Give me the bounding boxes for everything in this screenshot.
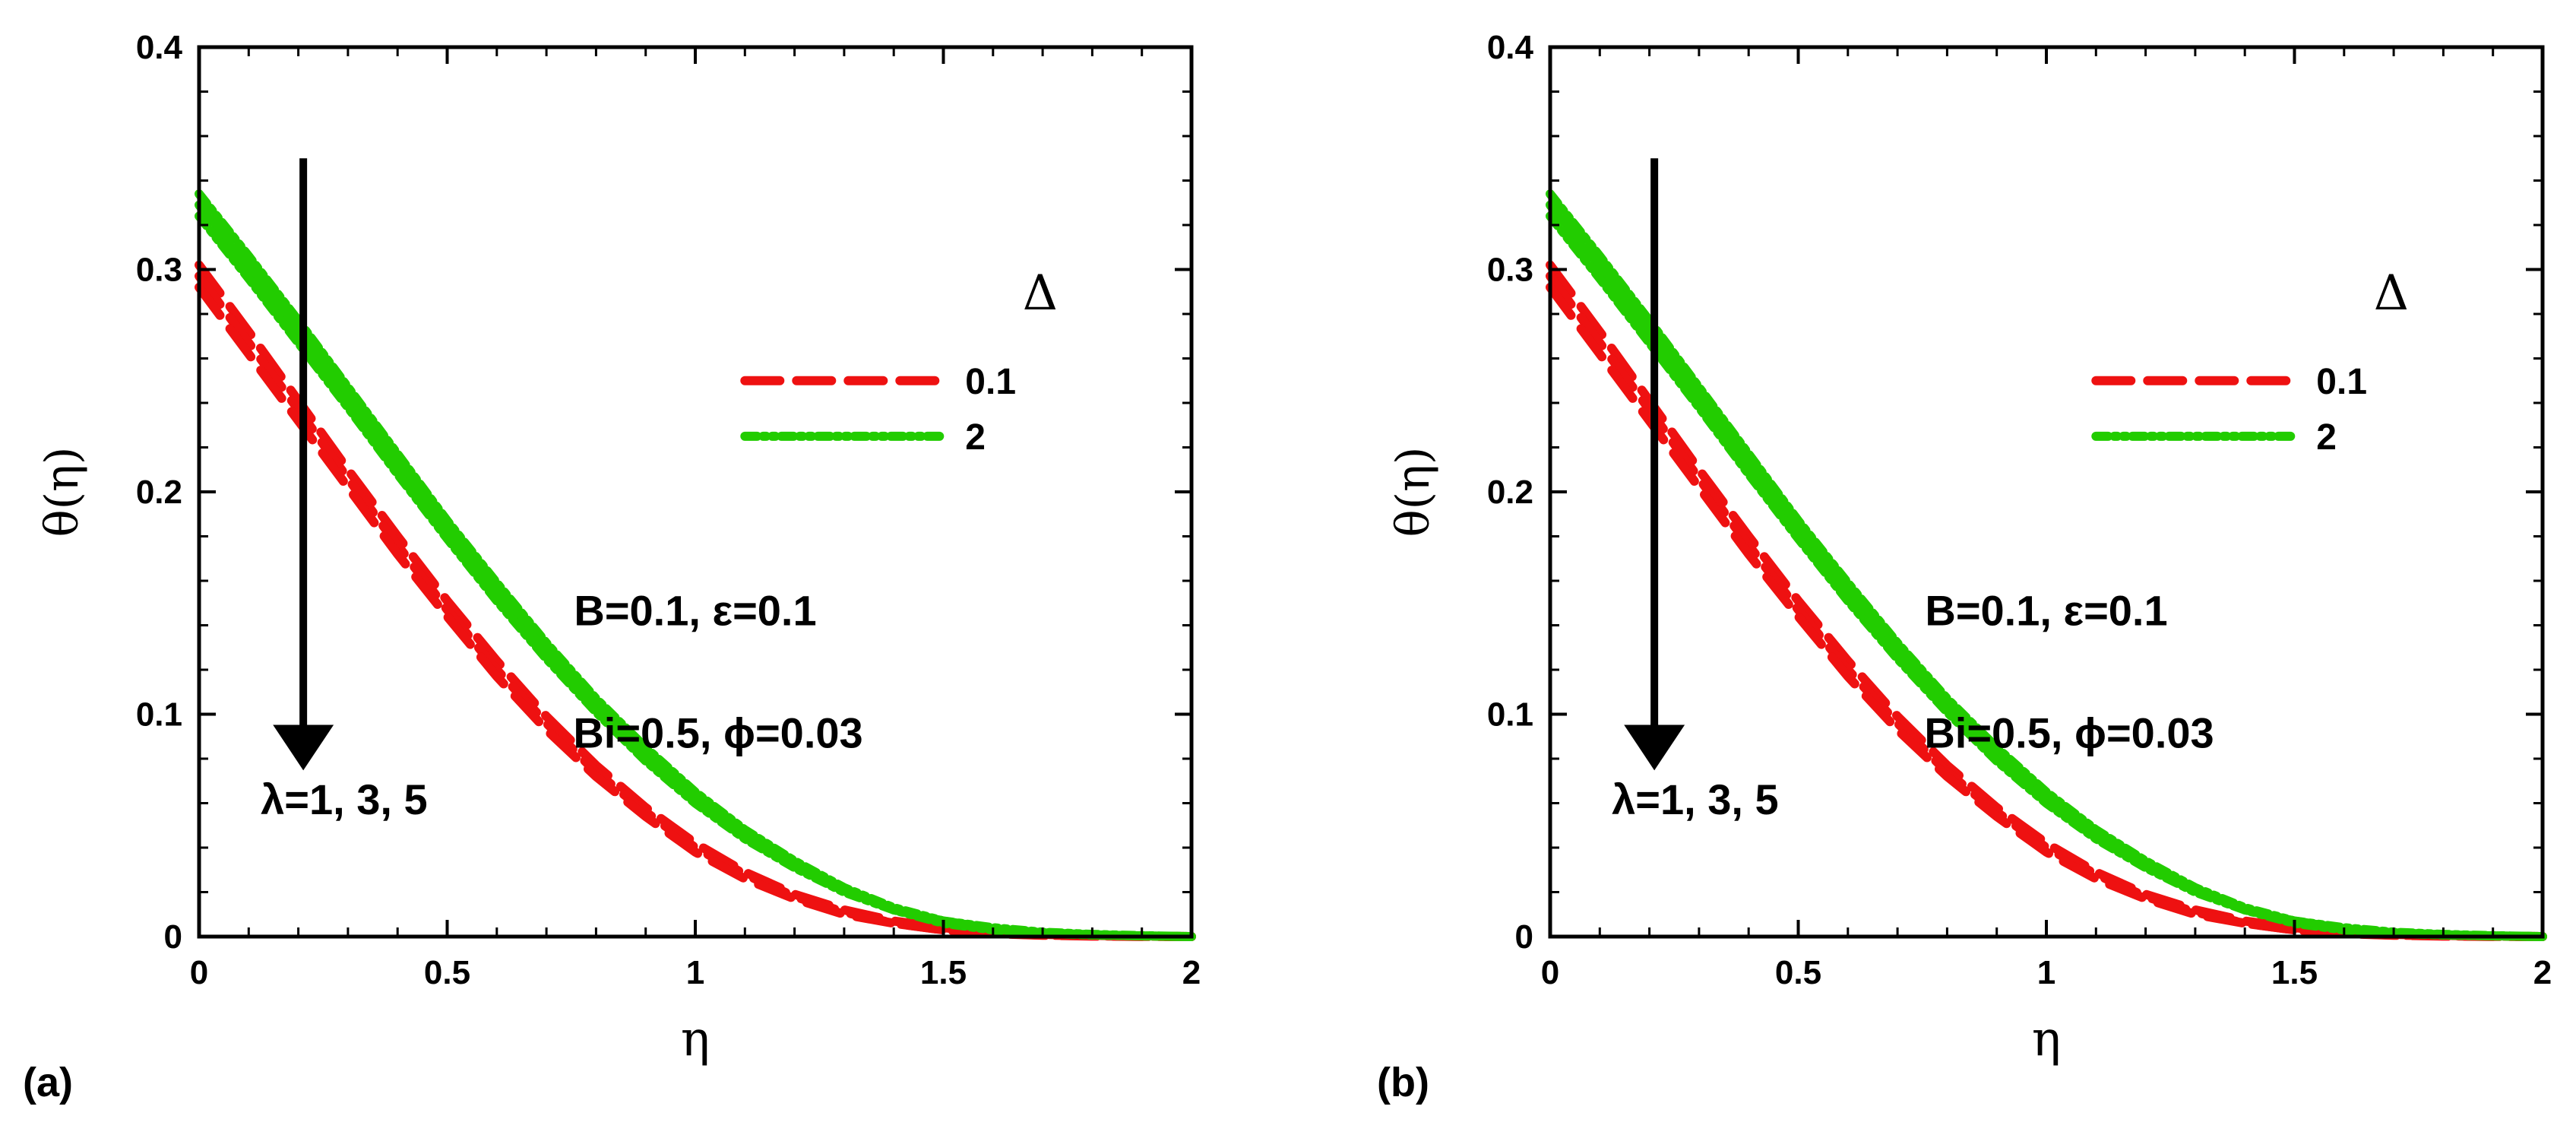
x-tick-label-b-4: 2 bbox=[2533, 954, 2552, 991]
tick-labels-b: 0 0.5 1 1.5 2 0 0.1 0.2 0.3 0.4 bbox=[1487, 29, 2552, 991]
y-axis-label-b: θ(η) bbox=[1387, 447, 1440, 537]
param-annotation-1-b: B=0.1, ε=0.1 bbox=[1925, 587, 2167, 635]
legend-a: Δ 0.1 2 bbox=[740, 265, 1058, 458]
panel-a: 0 0.5 1 1.5 2 0 0.1 0.2 0.3 0.4 θ(η) η (a) λ=1, 3… bbox=[23, 29, 1201, 1105]
x-tick-label-a-1: 0.5 bbox=[424, 954, 470, 991]
y-axis-label-a: θ(η) bbox=[36, 447, 89, 537]
legend-title-b: Δ bbox=[2374, 265, 2409, 322]
legend-b: Δ 0.1 2 bbox=[2091, 265, 2409, 458]
x-axis-label-b: η bbox=[2032, 1011, 2061, 1067]
arrow-label-b: λ=1, 3, 5 bbox=[1612, 775, 1779, 823]
tick-labels-a: 0 0.5 1 1.5 2 0 0.1 0.2 0.3 0.4 bbox=[136, 29, 1201, 991]
y-tick-label-a-2: 0.2 bbox=[136, 474, 182, 511]
x-tick-label-a-0: 0 bbox=[190, 954, 208, 991]
series-line-a-5 bbox=[195, 211, 1196, 941]
param-annotation-2-a: Bi=0.5, ϕ=0.03 bbox=[573, 709, 862, 756]
x-tick-label-b-2: 1 bbox=[2037, 954, 2055, 991]
y-tick-label-b-3: 0.3 bbox=[1487, 252, 1533, 289]
y-tick-label-a-3: 0.3 bbox=[136, 252, 182, 289]
param-annotation-2-b: Bi=0.5, ϕ=0.03 bbox=[1924, 709, 2214, 756]
panel-tag-a: (a) bbox=[23, 1060, 73, 1105]
panel-tag-b: (b) bbox=[1377, 1060, 1429, 1105]
y-tick-label-b-2: 0.2 bbox=[1487, 474, 1533, 511]
legend-label-2-b: 2 bbox=[2316, 417, 2337, 458]
x-tick-label-a-2: 1 bbox=[686, 954, 704, 991]
series-layer-b bbox=[1546, 189, 2547, 941]
legend-label-0.1-b: 0.1 bbox=[2316, 362, 2367, 402]
y-tick-label-a-1: 0.1 bbox=[136, 696, 182, 734]
y-tick-label-b-1: 0.1 bbox=[1487, 696, 1533, 734]
y-tick-label-a-0: 0 bbox=[164, 918, 182, 956]
x-tick-label-a-3: 1.5 bbox=[920, 954, 967, 991]
x-tick-label-b-0: 0 bbox=[1541, 954, 1559, 991]
x-tick-label-b-3: 1.5 bbox=[2271, 954, 2318, 991]
x-axis-label-a: η bbox=[681, 1011, 710, 1067]
y-tick-label-b-4: 0.4 bbox=[1487, 29, 1534, 66]
panel-b: 0 0.5 1 1.5 2 0 0.1 0.2 0.3 0.4 θ(η) η (b) λ=1, 3… bbox=[1377, 29, 2552, 1105]
param-annotation-1-a: B=0.1, ε=0.1 bbox=[574, 587, 816, 635]
y-tick-label-a-4: 0.4 bbox=[136, 29, 183, 66]
arrow-label-a: λ=1, 3, 5 bbox=[261, 775, 428, 823]
legend-title-a: Δ bbox=[1023, 265, 1058, 322]
x-tick-label-b-1: 0.5 bbox=[1775, 954, 1821, 991]
x-tick-label-a-4: 2 bbox=[1182, 954, 1201, 991]
legend-label-2-a: 2 bbox=[965, 417, 986, 458]
series-line-b-5 bbox=[1546, 211, 2547, 941]
legend-label-0.1-a: 0.1 bbox=[965, 362, 1016, 402]
tick-marks-a bbox=[198, 46, 1193, 938]
y-tick-label-b-0: 0 bbox=[1515, 918, 1533, 956]
tick-marks-b bbox=[1549, 46, 2544, 938]
